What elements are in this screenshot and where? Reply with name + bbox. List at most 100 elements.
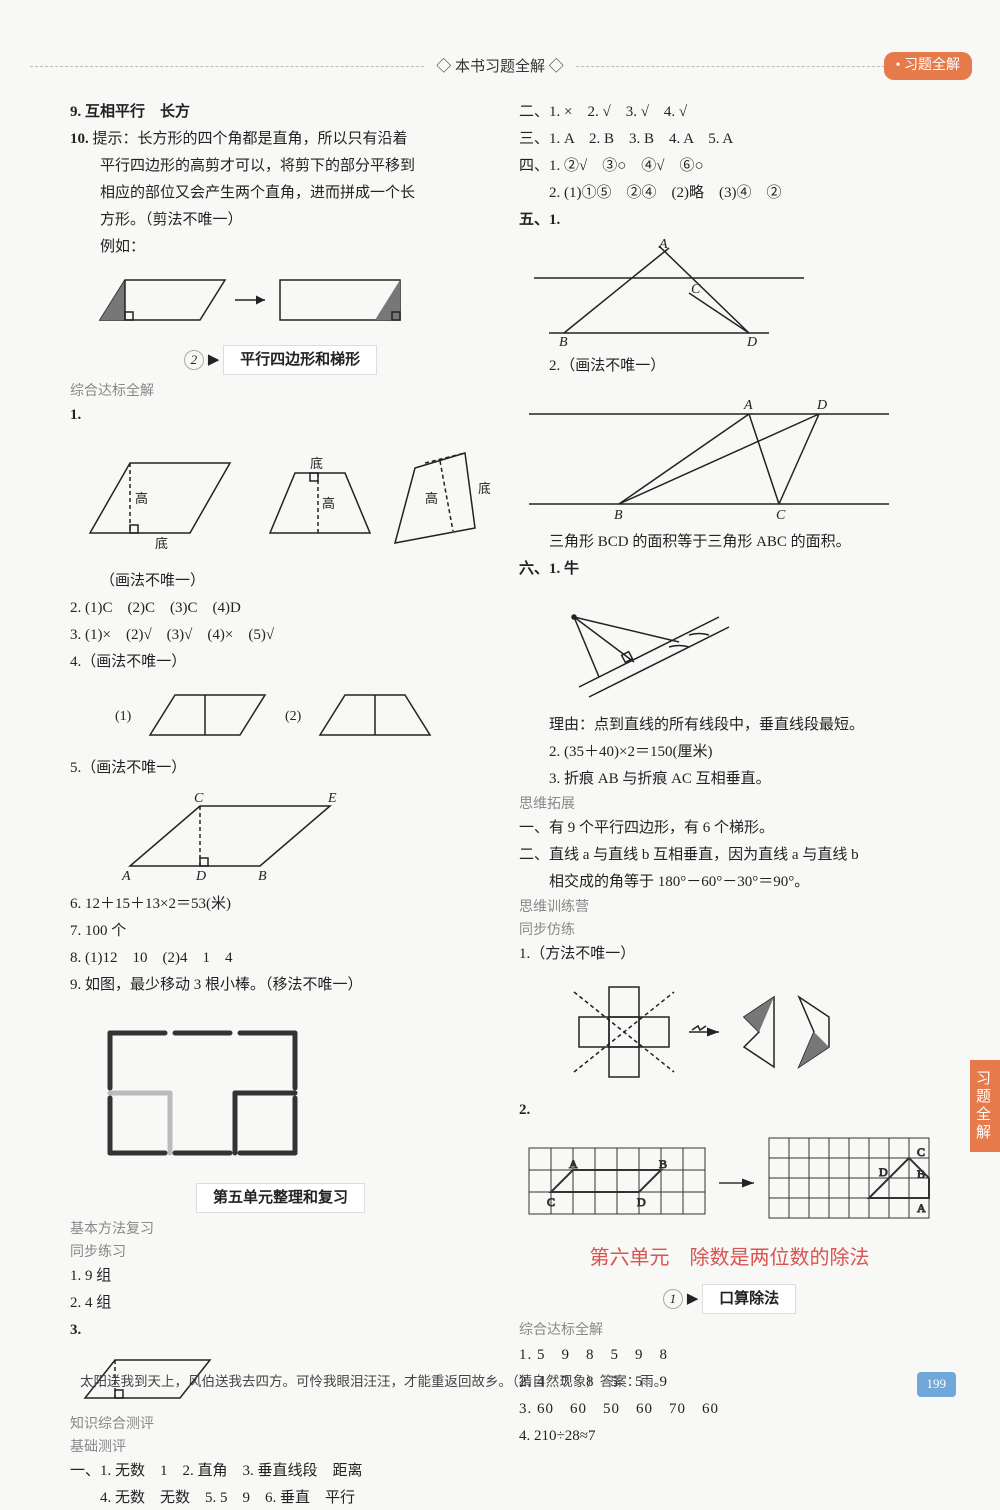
svg-text:D: D (195, 869, 206, 884)
left-column: 9. 互相平行 长方 10. 10. 提示：长方形的四个角都是直角，所以只有沿着… (70, 100, 491, 1347)
right-column: 二、1. × 2. √ 3. √ 4. √ 三、1. A 2. B 3. B 4… (519, 100, 940, 1347)
sec5-sub4: 基础测评 (70, 1437, 491, 1459)
section-2-banner: 2▶ 平行四边形和梯形 (70, 345, 491, 375)
svg-text:底: 底 (155, 536, 168, 551)
svg-text:A: A (743, 398, 753, 413)
item-10c: 相应的部位又会产生两个直角，进而拼成一个长 (70, 181, 491, 205)
fig-q9-matchsticks (70, 1003, 491, 1173)
q7: 7. 100 个 (70, 919, 491, 943)
section-5-banner: 第五单元整理和复习 (70, 1183, 491, 1213)
section-61-num: 1 (663, 1289, 683, 1309)
svg-text:高: 高 (425, 491, 438, 506)
fig-q4: (1) (2) (70, 680, 491, 750)
svg-text:A: A (569, 1157, 578, 1171)
svg-text:D: D (637, 1195, 646, 1209)
q6: 6. 12＋15＋13×2＝53(米) (70, 892, 491, 916)
svg-text:B: B (614, 508, 623, 523)
wu: 五、1. (519, 208, 940, 232)
svg-text:(1): (1) (115, 709, 132, 724)
q8: 8. (1)12 10 (2)4 1 4 (70, 946, 491, 970)
san: 三、1. A 2. B 3. B 4. A 5. A (519, 127, 940, 151)
footer-quote: 太阳送我到天上，风伯送我去四方。可怜我眼泪汪汪，才能重返回故乡。（猜自然现象）答… (80, 1371, 940, 1393)
q1-label: 1. (70, 403, 491, 427)
sw-2b: 相交成的角等于 180°－60°－30°＝90°。 (519, 870, 940, 894)
section-5-title: 第五单元整理和复习 (196, 1183, 365, 1213)
svg-text:E: E (327, 791, 337, 806)
q3: 3. (1)× (2)√ (3)√ (4)× (5)√ (70, 623, 491, 647)
svg-text:D: D (879, 1165, 888, 1179)
s5-2: 2. 4 组 (70, 1291, 491, 1315)
sec5-sub1: 基本方法复习 (70, 1219, 491, 1241)
a4: 4. 210÷28≈7 (519, 1424, 940, 1448)
content-columns: 9. 互相平行 长方 10. 10. 提示：长方形的四个角都是直角，所以只有沿着… (70, 100, 940, 1347)
fig-sw-q2-grids: A B C D C D B A (519, 1128, 940, 1228)
s5-3: 3. (70, 1318, 491, 1342)
yi: 一、1. 无数 1 2. 直角 3. 垂直线段 距离 (70, 1459, 491, 1483)
svg-text:A: A (658, 238, 668, 252)
sec61-sub: 综合达标全解 (519, 1320, 940, 1342)
fig-wu1: A B C D (519, 238, 940, 348)
item-10d: 方形。（剪法不唯一） (70, 208, 491, 232)
q4: 4.（画法不唯一） (70, 650, 491, 674)
page-header: ◇ 本书习题全解 ◇ (0, 55, 1000, 79)
svg-text:C: C (691, 282, 701, 297)
svg-text:A: A (917, 1201, 926, 1215)
q2: 2. (1)C (2)C (3)C (4)D (70, 596, 491, 620)
sw-q1: 1.（方法不唯一） (519, 942, 940, 966)
page-title: ◇ 本书习题全解 ◇ (426, 55, 574, 79)
item-10e: 例如： (70, 235, 491, 259)
svg-text:B: B (917, 1167, 925, 1181)
svg-text:C: C (547, 1195, 555, 1209)
sw-sub2: 思维训练营 (519, 897, 940, 919)
sw-1: 一、有 9 个平行四边形，有 6 个梯形。 (519, 816, 940, 840)
section-61-banner: 1▶ 口算除法 (519, 1284, 940, 1314)
liu-3: 3. 折痕 AB 与折痕 AC 互相垂直。 (519, 767, 940, 791)
svg-text:高: 高 (135, 491, 148, 506)
fig-q1-shapes: 底 高 底 高 高 底 (70, 433, 491, 563)
wu2-note: 三角形 BCD 的面积等于三角形 ABC 的面积。 (519, 530, 940, 554)
wu2: 2.（画法不唯一） (519, 354, 940, 378)
svg-text:C: C (194, 791, 204, 806)
item-10a: 10. 10. 提示：长方形的四个角都是直角，所以只有沿着提示：长方形的四个角都… (70, 127, 491, 151)
fig-liu (519, 587, 940, 707)
item-10b: 平行四边形的高剪才可以，将剪下的部分平移到 (70, 154, 491, 178)
sw-sub3: 同步仿练 (519, 920, 940, 942)
item-9: 9. 互相平行 长方 (70, 100, 491, 124)
svg-text:A: A (121, 869, 131, 884)
sw-sub: 思维拓展 (519, 794, 940, 816)
q5: 5.（画法不唯一） (70, 756, 491, 780)
svg-text:底: 底 (310, 456, 323, 471)
liu-2: 2. (35＋40)×2＝150(厘米) (519, 740, 940, 764)
er: 二、1. × 2. √ 3. √ 4. √ (519, 100, 940, 124)
fig-sw-q1 (519, 972, 940, 1092)
section-2-title: 平行四边形和梯形 (223, 345, 377, 375)
section-2-num: 2 (184, 350, 204, 370)
svg-text:高: 高 (322, 496, 335, 511)
unit-6-title: 第六单元 除数是两位数的除法 (519, 1242, 940, 1274)
svg-text:C: C (776, 508, 786, 523)
svg-text:底: 底 (478, 481, 490, 496)
fig-q5: A D B C E (70, 786, 491, 886)
sec5-sub2: 同步练习 (70, 1242, 491, 1264)
sw-q2: 2. (519, 1098, 940, 1122)
svg-text:B: B (559, 335, 568, 348)
sw-2a: 二、直线 a 与直线 b 互相垂直，因为直线 a 与直线 b (519, 843, 940, 867)
svg-text:B: B (659, 1157, 667, 1171)
svg-text:(2): (2) (285, 709, 302, 724)
fig-wu2: A D B C (519, 384, 940, 524)
si1: 四、1. ②√ ③○ ④√ ⑥○ (519, 154, 940, 178)
svg-text:C: C (917, 1145, 925, 1159)
yi2: 4. 无数 无数 5. 5 9 6. 垂直 平行 (70, 1486, 491, 1510)
si2: 2. (1)①⑤ ②④ (2)略 (3)④ ② (519, 181, 940, 205)
s5-1: 1. 9 组 (70, 1264, 491, 1288)
svg-text:D: D (746, 335, 757, 348)
sec5-sub3: 知识综合测评 (70, 1414, 491, 1436)
header-badge: • 习题全解 (884, 52, 972, 80)
a1: 1. 5 9 8 5 9 8 (519, 1343, 940, 1367)
fig-cut-parallelogram (70, 265, 491, 335)
q1-note: （画法不唯一） (70, 569, 491, 593)
svg-text:D: D (816, 398, 827, 413)
section-61-title: 口算除法 (702, 1284, 796, 1314)
liu: 六、1. 牛 (519, 557, 940, 581)
side-tab: 习题全解 (970, 1060, 1000, 1152)
